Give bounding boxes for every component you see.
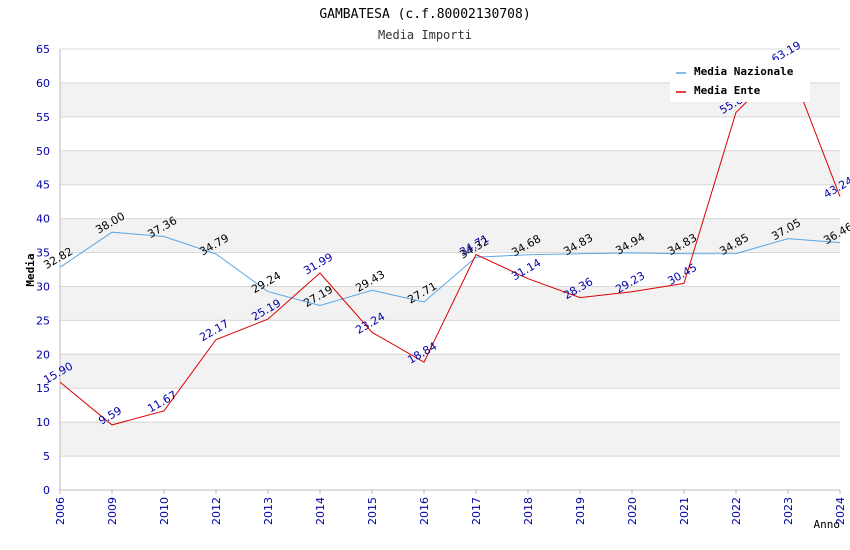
x-tick-label: 2006: [54, 497, 67, 525]
x-tick-label: 2009: [106, 497, 119, 525]
x-tick-label: 2020: [626, 497, 639, 525]
legend-label-ente: Media Ente: [694, 84, 761, 97]
data-label-ente: 31.99: [301, 250, 335, 277]
x-tick-label: 2021: [678, 497, 691, 525]
x-tick-label: 2019: [574, 497, 587, 525]
y-tick-label: 50: [36, 145, 50, 158]
x-tick-label: 2012: [210, 497, 223, 525]
chart-title: GAMBATESA (c.f.80002130708): [319, 7, 530, 22]
legend: Media Nazionale Media Ente: [670, 60, 810, 102]
y-tick-label: 0: [43, 484, 50, 497]
line-media-ente: [59, 60, 841, 426]
y-tick-label: 20: [36, 348, 50, 361]
y-tick-label: 30: [36, 280, 50, 293]
band: [60, 150, 840, 185]
y-tick-label: 15: [36, 382, 50, 395]
axes: [59, 49, 841, 494]
band: [60, 218, 840, 253]
x-tick-label: 2017: [470, 497, 483, 525]
band: [60, 286, 840, 321]
x-tick-label: 2015: [366, 497, 379, 525]
line-media-nazionale: [59, 231, 841, 307]
x-tick-labels: 2006 2009 2010 2012 2013 2014 2015 2016 2017 2018…: [54, 497, 847, 525]
data-label-ente: 22.17: [197, 317, 231, 344]
y-tick-label: 10: [36, 416, 50, 429]
legend-label-nazionale: Media Nazionale: [694, 65, 794, 78]
y-tick-label: 65: [36, 43, 50, 56]
x-tick-label: 2023: [782, 497, 795, 525]
data-label-ente: 31.14: [509, 256, 543, 283]
x-tick-label: 2013: [262, 497, 275, 525]
y-axis-label: Media: [24, 253, 37, 286]
x-tick-label: 2022: [730, 497, 743, 525]
y-tick-labels: 0 5 10 15 20 25 30 35 40 45 50 55 60 65: [36, 43, 50, 497]
y-tick-label: 25: [36, 314, 50, 327]
y-tick-label: 40: [36, 213, 50, 226]
y-tick-label: 60: [36, 77, 50, 90]
x-axis-label: Anno: [814, 518, 841, 531]
x-tick-label: 2016: [418, 497, 431, 525]
y-tick-label: 35: [36, 247, 50, 260]
y-tick-label: 5: [43, 450, 50, 463]
band: [60, 354, 840, 389]
chart-subtitle: Media Importi: [378, 28, 472, 42]
legend-box: [670, 60, 810, 102]
x-tick-label: 2014: [314, 497, 327, 525]
y-tick-label: 55: [36, 111, 50, 124]
x-tick-label: 2024: [834, 497, 847, 525]
x-tick-label: 2010: [158, 497, 171, 525]
series-lines: [59, 60, 841, 426]
band: [60, 422, 840, 457]
y-tick-label: 45: [36, 179, 50, 192]
x-tick-label: 2018: [522, 497, 535, 525]
